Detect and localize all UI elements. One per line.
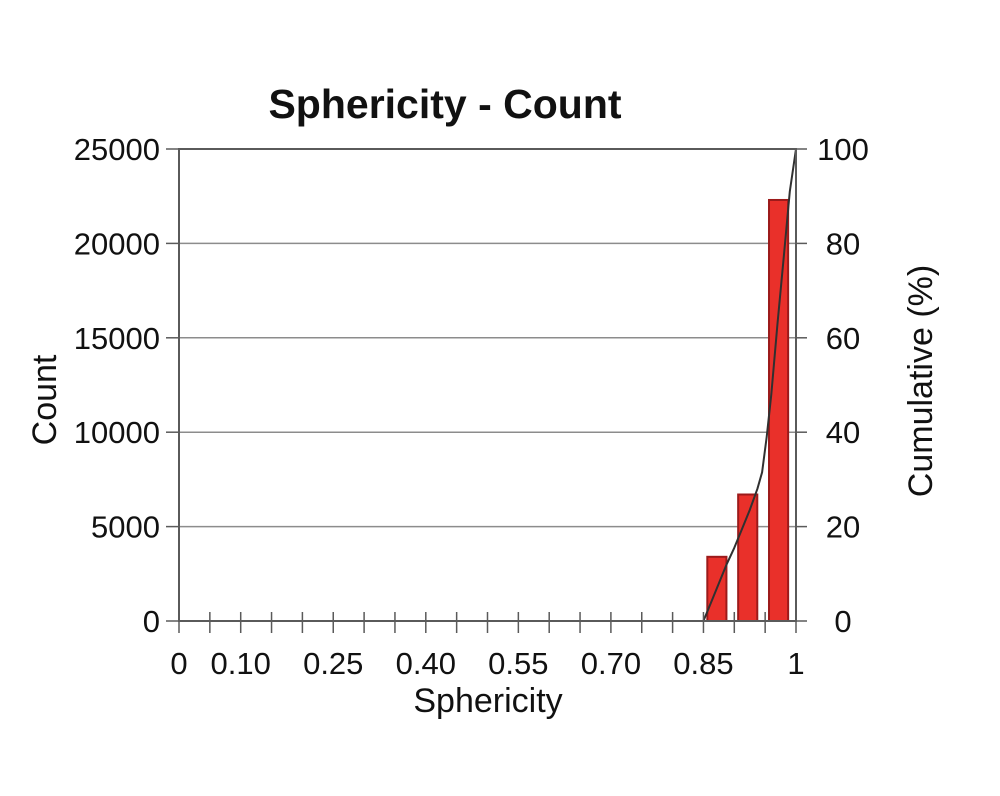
x-tick-label: 0.55 <box>488 646 548 681</box>
x-tick-label: 0.10 <box>211 646 271 681</box>
x-tick-label: 0.85 <box>673 646 733 681</box>
y-right-axis-title: Cumulative (%) <box>902 265 940 497</box>
x-tick-label: 0.25 <box>303 646 363 681</box>
y-left-axis-title: Count <box>26 354 64 445</box>
axes-frame-layer <box>178 148 797 622</box>
cumulative-line <box>702 148 797 622</box>
y-left-tick-label: 20000 <box>74 226 160 261</box>
y-right-tick-label: 20 <box>826 510 860 545</box>
bars-layer <box>706 198 790 622</box>
y-right-tick-label: 60 <box>826 321 860 356</box>
y-left-tick-label: 0 <box>143 604 160 639</box>
y-right-tick-label: 40 <box>826 415 860 450</box>
y-right-tick-label: 100 <box>817 132 869 167</box>
histogram-bar <box>768 198 790 622</box>
y-left-tick-label: 5000 <box>91 510 160 545</box>
plot-border <box>178 148 797 622</box>
x-tick-label: 0.40 <box>396 646 456 681</box>
cumulative-line-layer <box>702 148 797 622</box>
x-tick-label: 0 <box>170 646 187 681</box>
y-right-tick-label: 0 <box>834 604 851 639</box>
y-left-tick-label: 10000 <box>74 415 160 450</box>
chart-title: Sphericity - Count <box>268 81 621 127</box>
y-left-tick-label: 15000 <box>74 321 160 356</box>
y-right-tick-label: 80 <box>826 226 860 261</box>
x-axis-title: Sphericity <box>413 682 562 720</box>
y-left-tick-label: 25000 <box>74 132 160 167</box>
x-tick-label: 0.70 <box>581 646 641 681</box>
gridlines-layer <box>179 242 796 528</box>
x-tick-label: 1 <box>787 646 804 681</box>
tick-labels-layer: 0 0.10 0.25 0.40 0.55 0.70 0.85 105000100001500… <box>74 132 869 681</box>
ticks-layer <box>166 148 807 633</box>
